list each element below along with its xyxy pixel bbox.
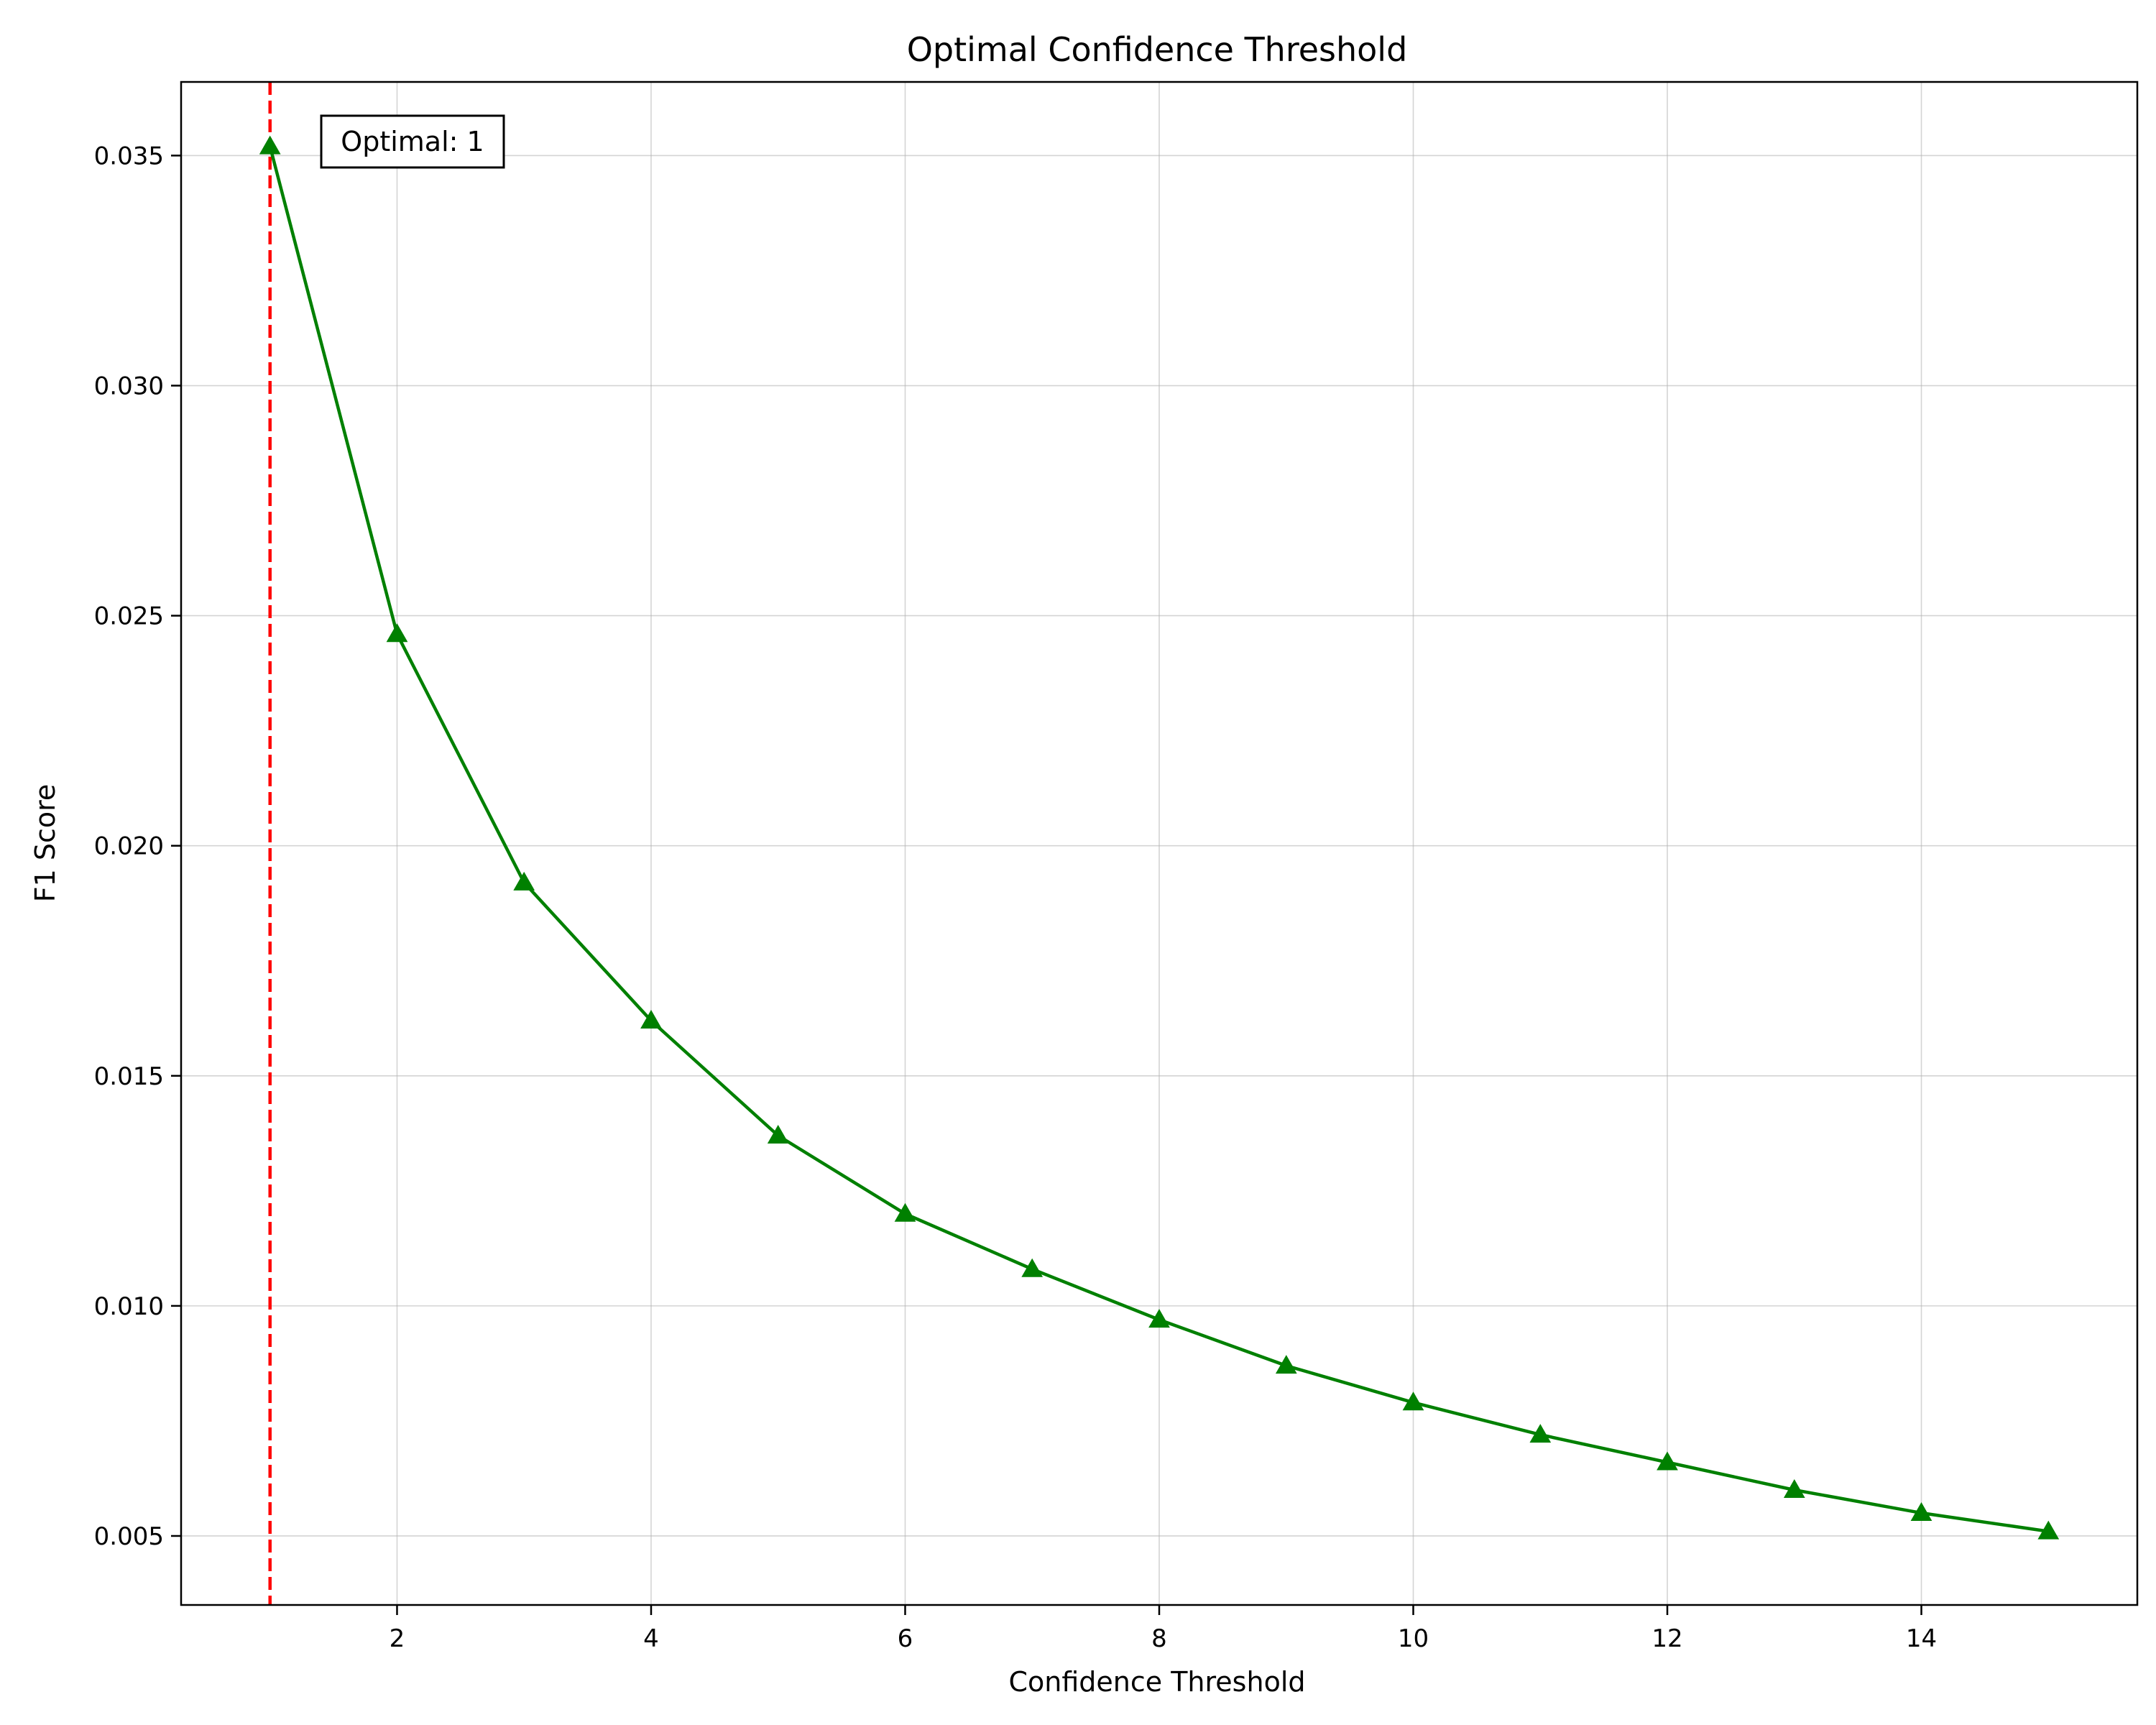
- data-point-marker: [1529, 1424, 1552, 1443]
- data-point-marker: [513, 871, 535, 891]
- data-point-marker: [259, 135, 281, 155]
- x-tick-label: 4: [643, 1624, 659, 1653]
- x-axis: 2 4 6 8 10 12 14: [390, 1605, 1937, 1653]
- data-point-marker: [1402, 1392, 1424, 1411]
- annotation-frame: [320, 114, 505, 169]
- x-tick-label: 8: [1151, 1624, 1167, 1653]
- data-point-marker: [1021, 1258, 1044, 1277]
- y-tick-label: 0.010: [94, 1292, 164, 1321]
- x-tick-label: 14: [1906, 1624, 1937, 1653]
- data-point-marker: [1275, 1355, 1297, 1374]
- annotation-box: Optimal: 1: [320, 114, 505, 169]
- y-tick-label: 0.025: [94, 602, 164, 631]
- data-point-marker: [1783, 1478, 1805, 1498]
- series-group: [259, 135, 2060, 1540]
- y-tick-label: 0.005: [94, 1522, 164, 1551]
- data-point-marker: [640, 1009, 662, 1029]
- x-axis-label: Confidence Threshold: [1008, 1666, 1305, 1698]
- y-tick-label: 0.020: [94, 832, 164, 861]
- data-point-marker: [767, 1124, 789, 1144]
- y-tick-label: 0.015: [94, 1062, 164, 1091]
- x-tick-label: 2: [390, 1624, 405, 1653]
- x-tick-label: 10: [1398, 1624, 1429, 1653]
- annotation-label: Optimal: 1: [341, 126, 484, 157]
- data-point-marker: [1910, 1501, 1932, 1521]
- data-point-marker: [2037, 1520, 2060, 1540]
- data-point-marker: [386, 623, 408, 643]
- y-axis-label: F1 Score: [29, 784, 61, 903]
- chart-title: Optimal Confidence Threshold: [907, 30, 1408, 69]
- data-point-marker: [894, 1202, 916, 1222]
- y-tick-label: 0.035: [94, 142, 164, 170]
- data-point-marker: [1148, 1309, 1170, 1328]
- grid: [181, 82, 2137, 1605]
- x-tick-label: 12: [1651, 1624, 1682, 1653]
- y-axis: 0.005 0.010 0.015 0.020 0.025 0.030 0.035: [94, 142, 181, 1551]
- x-tick-label: 6: [898, 1624, 913, 1653]
- y-tick-label: 0.030: [94, 372, 164, 401]
- data-point-marker: [1657, 1451, 1678, 1471]
